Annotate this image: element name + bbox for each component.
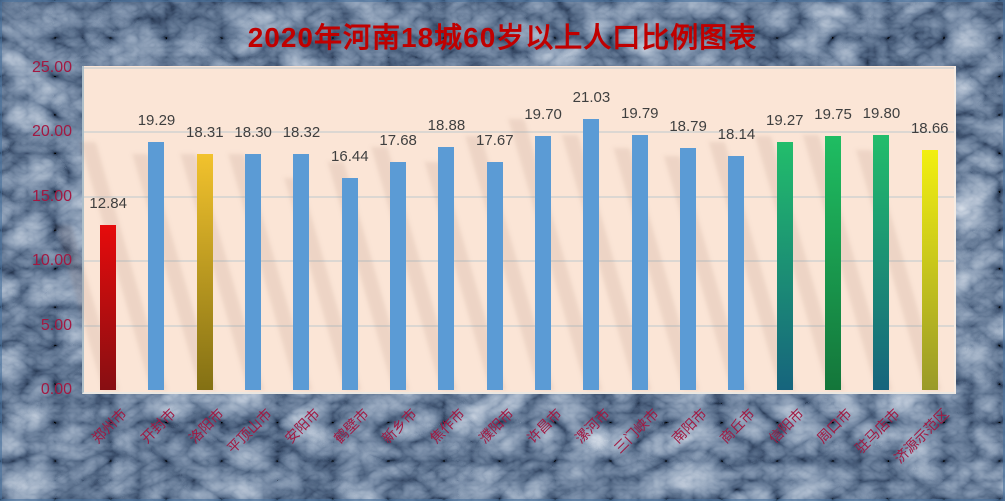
bar-column: 16.44 鹤壁市 <box>284 66 374 446</box>
bar-value-label: 18.14 <box>717 126 756 144</box>
gridline <box>84 195 954 198</box>
bar <box>873 134 890 390</box>
bar-value-label: 18.32 <box>282 124 321 142</box>
bar <box>196 154 213 390</box>
bar <box>728 156 745 390</box>
bar-value-label: 18.88 <box>427 116 466 134</box>
bar <box>245 154 262 390</box>
bar <box>776 141 793 390</box>
bar-value-label: 19.70 <box>524 106 562 124</box>
bar-column: 19.75 周口市 <box>755 66 857 446</box>
bar-column: 18.79 南阳市 <box>613 66 712 446</box>
bar-column: 19.70 许昌市 <box>465 66 567 446</box>
y-axis-label: 15.00 <box>31 187 72 205</box>
bar-column: 21.03 漯河市 <box>508 66 615 446</box>
bar <box>825 135 842 390</box>
chart-title: 2020年河南18城60岁以上人口比例图表 <box>247 22 758 53</box>
bar-value-label: 21.03 <box>572 89 611 107</box>
plot-area: 12.84 郑州市 19.29 开封市 18.31 洛阳市 18.30 平顶山市 18.32 安阳… <box>55 66 956 466</box>
bar-column: 18.66 济源示范区 <box>855 66 954 466</box>
bar <box>535 136 552 390</box>
y-axis-label: 10.00 <box>31 252 72 270</box>
bar-column: 18.14 商丘市 <box>664 66 760 446</box>
bar <box>100 224 117 390</box>
y-axis-label: 5.00 <box>40 316 72 334</box>
bar <box>341 178 358 390</box>
bar-value-label: 18.66 <box>910 119 949 137</box>
gridline <box>84 131 954 134</box>
bar <box>680 148 697 390</box>
bar-column: 18.88 焦作市 <box>371 66 470 446</box>
bar <box>293 154 310 390</box>
bar-column: 19.79 三门峡市 <box>561 66 664 456</box>
bar <box>921 149 938 390</box>
bar <box>438 146 455 390</box>
bar-column: 18.30 平顶山市 <box>180 66 277 456</box>
y-axis-label: 20.00 <box>31 123 72 141</box>
bar <box>486 162 503 390</box>
bar-value-label: 19.29 <box>137 111 176 129</box>
bar-column: 19.80 驻马店市 <box>803 66 905 456</box>
bar-value-label: 19.80 <box>862 104 901 122</box>
bar-value-label: 19.79 <box>620 105 659 123</box>
bar-column: 18.31 洛阳市 <box>132 66 229 446</box>
bar <box>148 141 165 390</box>
bar-value-label: 18.79 <box>669 118 707 135</box>
bar-value-label: 12.84 <box>89 194 127 212</box>
bar-value-label: 18.30 <box>234 124 272 142</box>
y-axis-label: 25.00 <box>31 59 72 76</box>
bar-value-label: 18.31 <box>186 124 224 142</box>
bar <box>583 119 600 390</box>
bar-column: 12.84 郑州市 <box>55 66 132 446</box>
gridline <box>84 260 954 263</box>
gridline <box>84 324 954 327</box>
bar-value-label: 19.27 <box>765 111 804 129</box>
bar-column: 17.68 新乡市 <box>327 66 422 446</box>
bar <box>631 135 648 390</box>
bar-value-label: 17.67 <box>476 132 514 150</box>
bar-column: 18.32 安阳市 <box>228 66 325 446</box>
bar-value-label: 19.75 <box>814 105 852 123</box>
y-axis-label: 0.00 <box>40 381 72 398</box>
bar-column: 17.67 濮阳市 <box>424 66 519 446</box>
gridline <box>84 67 954 69</box>
bar <box>390 162 407 390</box>
bar-column: 19.27 信阳市 <box>708 66 809 446</box>
bar-value-label: 16.44 <box>331 148 369 166</box>
bar-column: 19.29 开封市 <box>80 66 180 446</box>
bar-columns: 12.84 郑州市 19.29 开封市 18.31 洛阳市 18.30 平顶山市 18.32 安阳… <box>55 66 954 466</box>
bar-value-label: 17.68 <box>379 132 417 150</box>
